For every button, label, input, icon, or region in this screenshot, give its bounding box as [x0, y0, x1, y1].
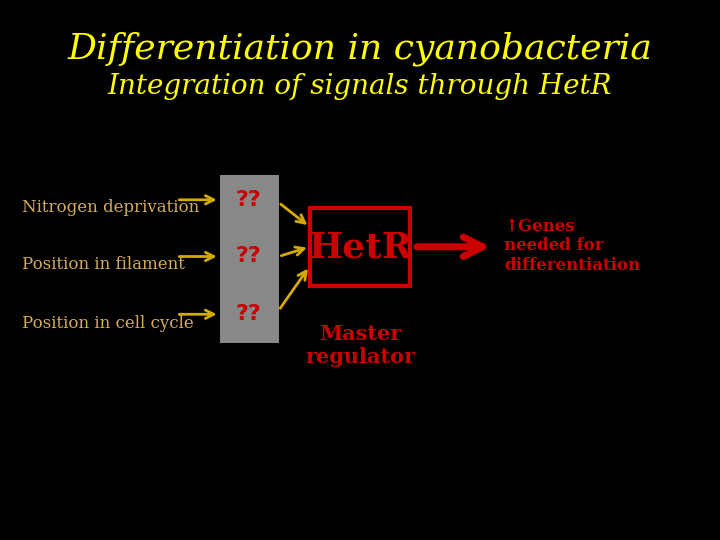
Text: Integration of signals through HetR: Integration of signals through HetR	[108, 73, 612, 100]
Text: ??: ??	[235, 190, 261, 210]
Bar	[220, 176, 279, 343]
Text: Master
regulator: Master regulator	[305, 324, 415, 367]
Bar	[310, 208, 410, 286]
Text: Position in filament: Position in filament	[22, 256, 184, 273]
Text: ??: ??	[235, 246, 261, 267]
Text: Nitrogen deprivation: Nitrogen deprivation	[22, 199, 199, 217]
Text: ↑Genes
needed for
differentiation: ↑Genes needed for differentiation	[504, 218, 640, 274]
Text: HetR: HetR	[308, 230, 412, 264]
Text: Position in cell cycle: Position in cell cycle	[22, 315, 194, 333]
Text: Differentiation in cyanobacteria: Differentiation in cyanobacteria	[68, 31, 652, 66]
Text: ??: ??	[235, 304, 261, 325]
